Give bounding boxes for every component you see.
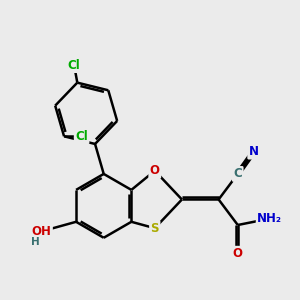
Text: N: N xyxy=(249,145,259,158)
Text: OH: OH xyxy=(32,225,51,238)
Text: C: C xyxy=(233,167,242,180)
Text: Cl: Cl xyxy=(75,130,88,143)
Text: O: O xyxy=(233,247,243,260)
Text: NH₂: NH₂ xyxy=(257,212,282,225)
Text: S: S xyxy=(151,222,159,235)
Text: H: H xyxy=(32,237,40,247)
Text: Cl: Cl xyxy=(68,58,80,72)
Text: O: O xyxy=(150,164,160,177)
